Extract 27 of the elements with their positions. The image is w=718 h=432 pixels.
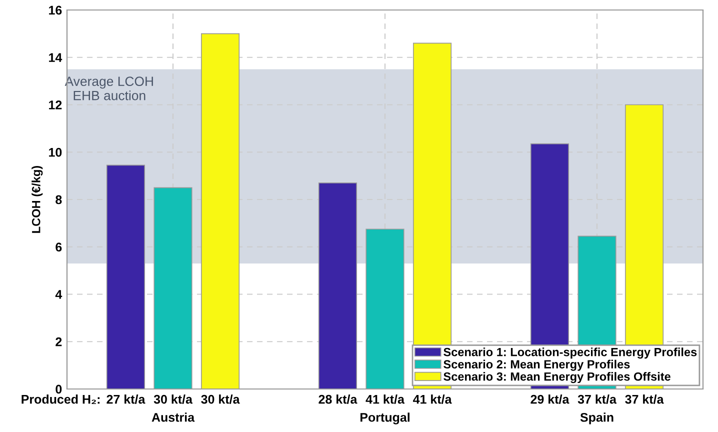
text: Produced H₂: [22,394,100,404]
band-label: Average LCOH EHB auction [64,76,153,100]
y-tick-label: 16 [49,6,62,15]
text: 30 kt/a [201,394,240,404]
y-tick-label: 10 [49,148,62,157]
text: 27 kt/a [106,394,146,404]
y-tick-label: 8 [56,195,62,204]
y-tick-label: 14 [49,53,62,62]
legend-label: Scenario 3: Mean Energy Profiles Offsite [444,372,670,384]
y-tick-label: 12 [49,100,62,110]
legend-label: Scenario 1: Location-specific Energy Profiles [444,348,697,359]
y-tick-label: 4 [55,290,62,299]
text: 28 kt/a [318,394,358,404]
text: 37 kt/a [578,394,617,404]
text: 37 kt/a [625,394,664,404]
x-tick-label: Portugal [360,412,410,424]
text: 29 kt/a [530,394,570,404]
y-tick-label: 2 [56,337,62,346]
text: 30 kt/a [154,394,193,404]
x-tick-label: Spain [580,412,614,424]
y-axis-title: LCOH (€/kg) [32,166,43,233]
x-tick-label: Austria [152,412,195,422]
text: 41 kt/a [413,394,452,404]
y-tick-label: 6 [56,242,62,252]
legend-label: Scenario 2: Mean Energy Profiles [444,360,630,371]
y-tick-label: 0 [56,384,62,394]
text: 41 kt/a [366,394,405,404]
